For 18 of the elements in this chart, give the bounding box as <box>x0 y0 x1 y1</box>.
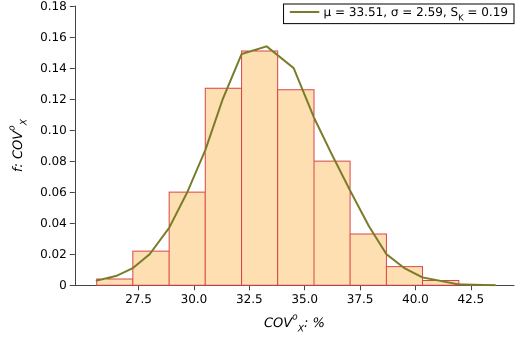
y-tick-label: 0.16 <box>40 30 67 44</box>
x-tick-label: 32.5 <box>236 292 263 306</box>
y-tick-label: 0 <box>59 278 67 292</box>
y-tick-label: 0.18 <box>40 0 67 13</box>
x-tick-label: 40.0 <box>402 292 429 306</box>
y-axis-title: f: COVoX <box>8 118 30 172</box>
y-tick-label: 0.12 <box>40 92 67 106</box>
y-tick-label: 0.06 <box>40 185 67 200</box>
x-tick-label: 42.5 <box>457 292 484 306</box>
x-tick-label: 37.5 <box>346 292 374 306</box>
x-tick-label: 27.5 <box>125 292 152 306</box>
y-tick-label: 0.08 <box>40 154 67 168</box>
y-tick-label: 0.14 <box>40 61 67 76</box>
y-tick-label: 0.10 <box>40 123 67 138</box>
y-tick-label: 0.04 <box>40 216 67 230</box>
y-tick-label: 0.02 <box>40 247 67 262</box>
x-tick-label: 35.0 <box>291 292 318 306</box>
x-tick-label: 30.0 <box>180 292 208 306</box>
